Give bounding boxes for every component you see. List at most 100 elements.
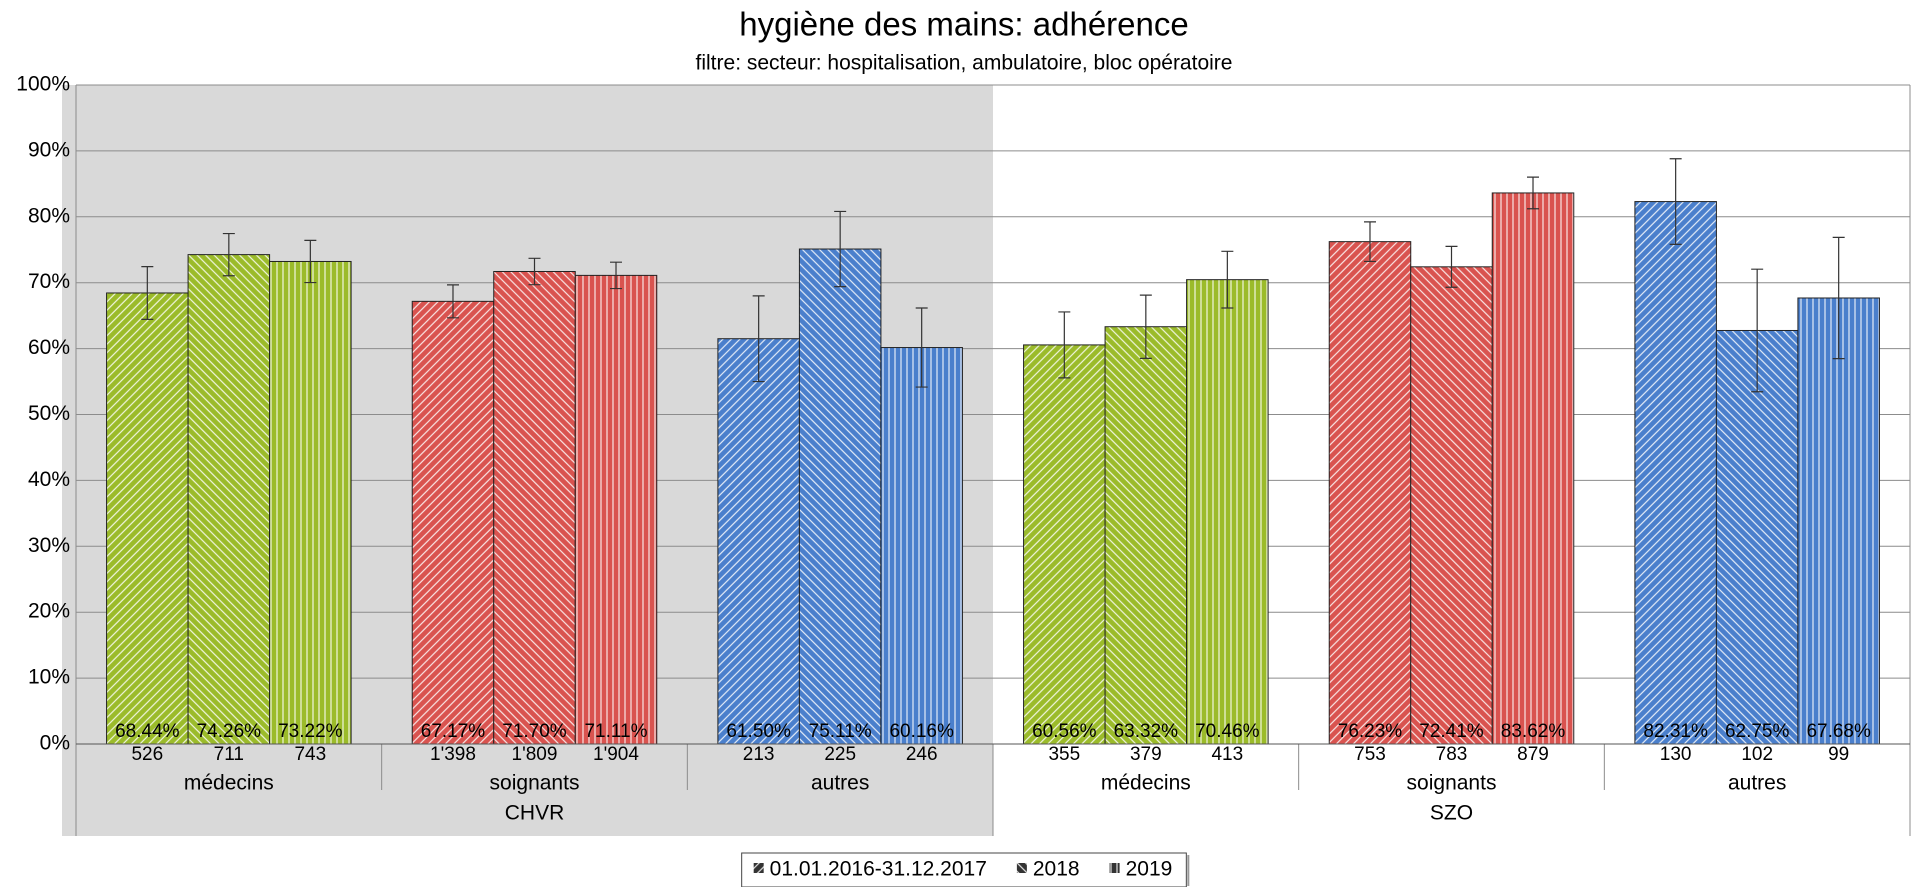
bar <box>1715 329 1799 745</box>
bar <box>1186 279 1269 745</box>
y-tick-label: 20% <box>28 600 70 623</box>
legend-swatch <box>753 863 764 873</box>
value-label: 73.22% <box>278 721 343 742</box>
error-bar <box>1363 221 1376 263</box>
bar <box>798 248 882 745</box>
y-tick-label: 50% <box>28 402 70 425</box>
n-label: 753 <box>1354 744 1386 765</box>
error-bar <box>304 239 317 284</box>
value-label: 75.11% <box>809 721 872 742</box>
value-label: 71.11% <box>584 721 647 742</box>
n-label: 1'398 <box>430 744 476 765</box>
error-bar <box>1669 158 1682 246</box>
chart-title: hygiène des mains: adhérence <box>739 6 1188 43</box>
y-tick-label: 60% <box>28 336 70 359</box>
x-tick-label: soignants <box>1407 772 1497 795</box>
n-label: 413 <box>1211 744 1243 765</box>
n-label: 743 <box>294 744 326 765</box>
value-label: 82.31% <box>1643 721 1708 742</box>
n-label: 783 <box>1436 744 1468 765</box>
error-bar <box>141 266 154 320</box>
bar <box>1410 266 1493 745</box>
n-label: 130 <box>1660 744 1692 765</box>
x-tick-label: médecins <box>1101 772 1191 795</box>
x-tick-label: soignants <box>490 772 580 795</box>
value-label: 70.46% <box>1195 721 1260 742</box>
n-label: 355 <box>1048 744 1080 765</box>
value-label: 60.56% <box>1032 721 1097 742</box>
y-tick-label: 100% <box>16 73 70 96</box>
error-bar <box>915 307 928 388</box>
chart-subtitle: filtre: secteur: hospitalisation, ambula… <box>696 52 1233 75</box>
value-label: 68.44% <box>115 721 180 742</box>
bar <box>1104 326 1188 745</box>
bar <box>493 270 576 745</box>
bar <box>880 347 963 745</box>
x-tick-label: autres <box>811 772 869 795</box>
bar <box>1023 344 1106 745</box>
error-bar <box>1221 250 1234 309</box>
error-bar <box>834 210 847 288</box>
y-tick-label: 90% <box>28 138 70 161</box>
value-label: 63.32% <box>1114 721 1179 742</box>
x-tick-label: autres <box>1728 772 1786 795</box>
y-tick-label: 0% <box>40 732 70 755</box>
legend-label: 2019 <box>1126 858 1173 881</box>
error-bar <box>752 295 765 383</box>
y-tick-label: 40% <box>28 468 70 491</box>
value-label: 72.41% <box>1419 721 1484 742</box>
bar <box>187 254 271 745</box>
value-label: 83.62% <box>1501 721 1566 742</box>
value-label: 67.17% <box>421 721 486 742</box>
value-label: 62.75% <box>1725 721 1790 742</box>
value-label: 71.70% <box>502 721 567 742</box>
bar <box>574 274 658 745</box>
legend-label: 01.01.2016-31.12.2017 <box>770 858 987 881</box>
n-label: 1'809 <box>512 744 558 765</box>
error-bar <box>1058 311 1071 379</box>
value-label: 60.16% <box>889 721 954 742</box>
n-label: 213 <box>743 744 775 765</box>
legend-label: 2018 <box>1033 858 1080 881</box>
n-label: 99 <box>1828 744 1849 765</box>
error-bar <box>610 261 623 290</box>
error-bar <box>528 257 541 286</box>
n-label: 379 <box>1130 744 1162 765</box>
bar <box>106 292 189 745</box>
legend: 01.01.2016-31.12.2017 2018 2019 <box>741 852 1190 888</box>
value-label: 67.68% <box>1806 721 1871 742</box>
bar <box>1328 241 1412 745</box>
error-bar <box>1139 294 1152 359</box>
error-bar <box>1832 236 1845 360</box>
n-label: 711 <box>214 744 244 765</box>
legend-swatch <box>1109 863 1120 873</box>
error-bar <box>1527 176 1540 210</box>
bar <box>1491 192 1575 745</box>
legend-swatch <box>1016 863 1027 873</box>
bar <box>411 300 495 745</box>
n-label: 225 <box>824 744 856 765</box>
value-label: 61.50% <box>726 721 791 742</box>
bar <box>1634 201 1717 745</box>
value-label: 74.26% <box>197 721 262 742</box>
group-label: SZO <box>1430 802 1473 825</box>
error-bar <box>1751 268 1764 393</box>
bar <box>717 338 800 745</box>
x-tick-label: médecins <box>184 772 274 795</box>
n-label: 102 <box>1741 744 1773 765</box>
error-bar <box>446 284 459 319</box>
n-label: 1'904 <box>593 744 639 765</box>
n-label: 526 <box>131 744 163 765</box>
y-tick-label: 80% <box>28 204 70 227</box>
bar <box>1797 297 1880 745</box>
y-tick-label: 10% <box>28 666 70 689</box>
bar <box>269 260 352 745</box>
n-label: 879 <box>1517 744 1549 765</box>
error-bar <box>222 232 235 277</box>
y-tick-label: 30% <box>28 534 70 557</box>
group-label: CHVR <box>505 802 565 825</box>
y-tick-label: 70% <box>28 270 70 293</box>
value-label: 76.23% <box>1338 721 1403 742</box>
